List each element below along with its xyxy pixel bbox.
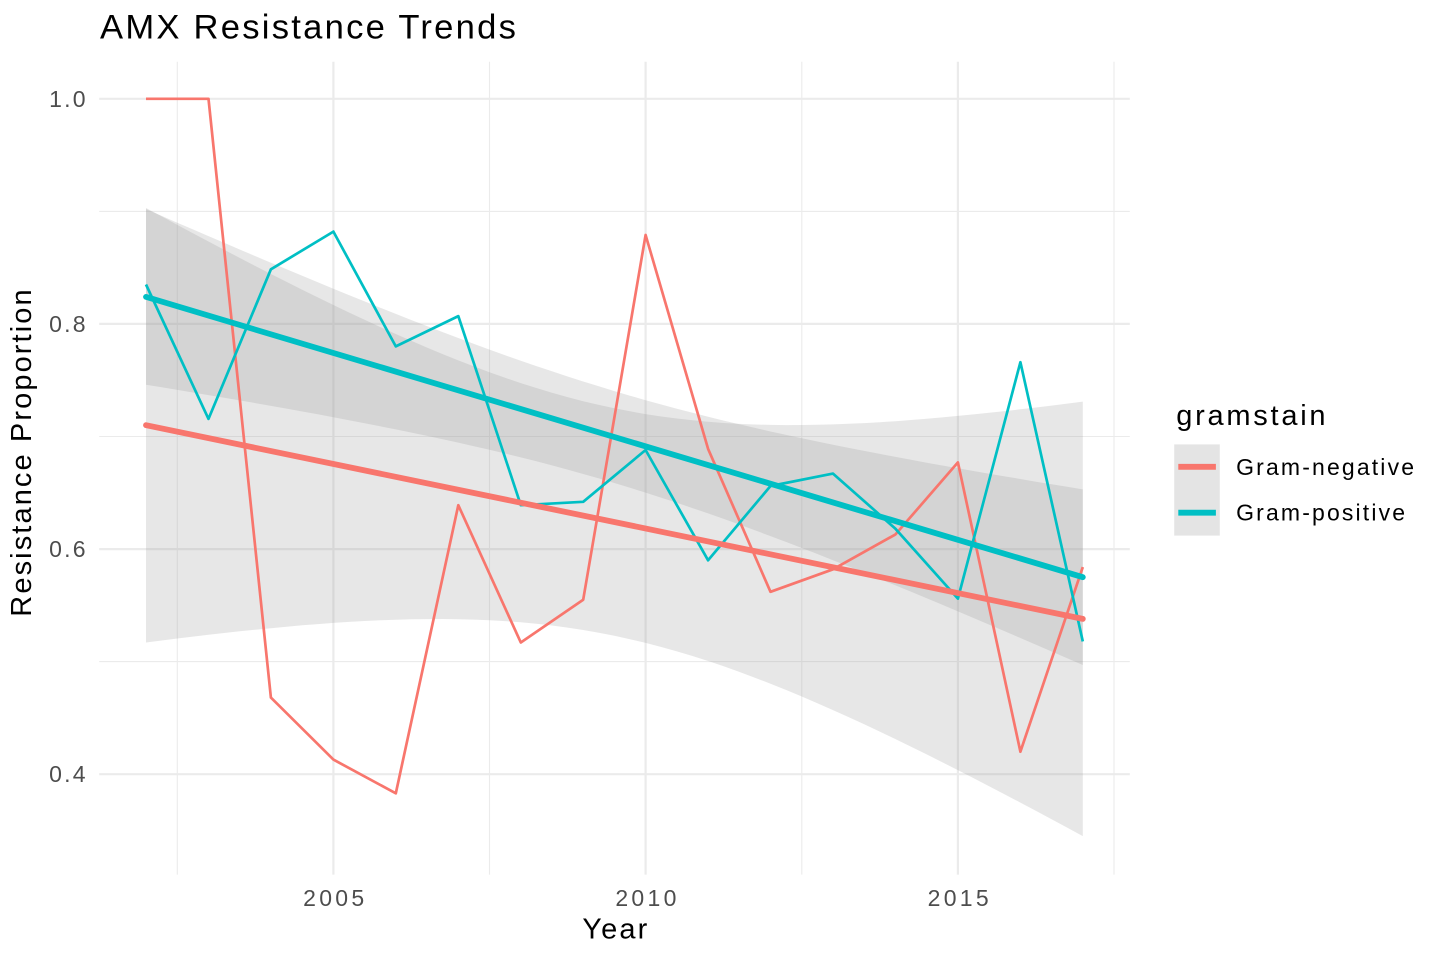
svg-text:0.4: 0.4 [49, 761, 88, 787]
svg-text:1.0: 1.0 [49, 86, 88, 112]
svg-text:0.8: 0.8 [49, 311, 88, 337]
svg-text:Gram-positive: Gram-positive [1236, 500, 1407, 526]
svg-text:Gram-negative: Gram-negative [1236, 454, 1416, 480]
svg-text:0.6: 0.6 [49, 536, 88, 562]
svg-text:Resistance Proportion: Resistance Proportion [6, 287, 38, 616]
svg-text:gramstain: gramstain [1176, 400, 1328, 432]
svg-text:2015: 2015 [928, 885, 992, 911]
svg-text:Year: Year [582, 914, 649, 946]
svg-text:2010: 2010 [615, 885, 679, 911]
svg-text:AMX Resistance Trends: AMX Resistance Trends [100, 9, 518, 47]
svg-text:2005: 2005 [303, 885, 367, 911]
